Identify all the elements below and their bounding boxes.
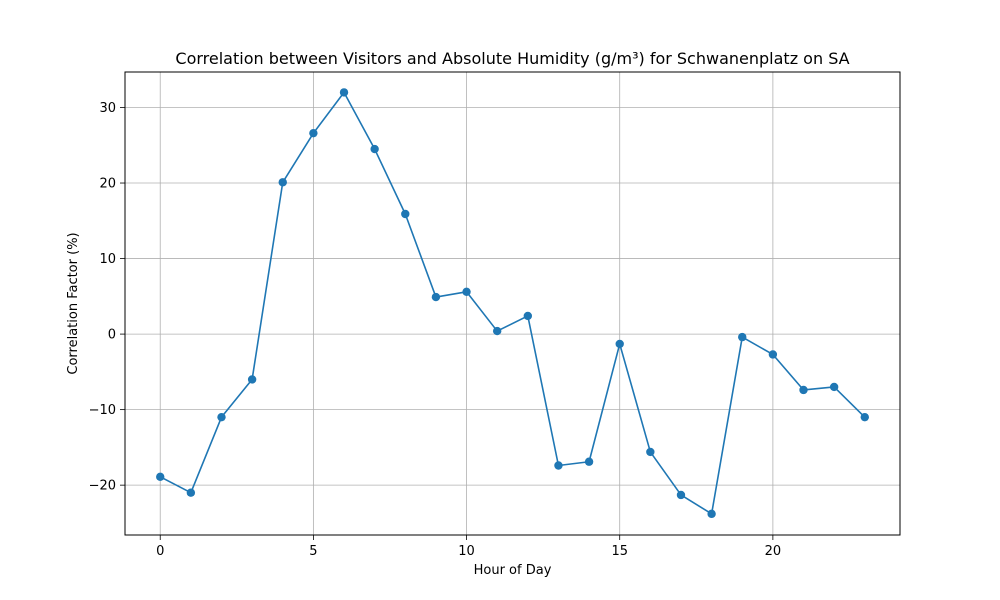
data-point xyxy=(676,490,686,500)
x-tick-label: 5 xyxy=(309,544,317,559)
data-point xyxy=(339,88,349,97)
x-tick-label: 0 xyxy=(156,544,164,559)
data-point xyxy=(860,412,869,422)
plot-frame xyxy=(124,71,901,536)
data-point xyxy=(707,509,716,519)
data-point xyxy=(829,382,839,392)
data-point xyxy=(646,447,655,457)
y-tick-label: 20 xyxy=(99,177,116,192)
data-point xyxy=(247,375,257,384)
data-point xyxy=(799,385,808,395)
x-tick-label: 15 xyxy=(611,544,628,559)
y-tick-label: 10 xyxy=(99,252,116,267)
data-point xyxy=(768,350,778,359)
y-tick-label: −20 xyxy=(89,479,116,494)
y-tick-label: 30 xyxy=(99,101,116,116)
data-point xyxy=(370,144,379,154)
y-tick-label: 0 xyxy=(108,328,116,343)
data-point xyxy=(492,326,502,336)
data-point xyxy=(584,457,594,466)
data-point xyxy=(217,412,226,422)
x-tick-label: 20 xyxy=(765,544,782,559)
data-point xyxy=(431,292,441,302)
data-point xyxy=(309,128,318,138)
x-axis-label: Hour of Day xyxy=(474,563,552,578)
y-axis-label: Correlation Factor (%) xyxy=(66,232,81,374)
data-point xyxy=(523,311,533,321)
data-point xyxy=(462,287,471,296)
data-point xyxy=(156,472,165,482)
series-layer xyxy=(156,88,869,519)
data-point xyxy=(738,332,747,342)
data-point xyxy=(186,488,196,497)
chart-title: Correlation between Visitors and Absolut… xyxy=(175,49,849,68)
data-point xyxy=(615,339,624,349)
y-tick-label: −10 xyxy=(89,403,116,418)
data-point xyxy=(401,209,410,219)
x-tick-label: 10 xyxy=(458,544,475,559)
data-point xyxy=(554,461,563,470)
data-point xyxy=(278,178,287,187)
series-line xyxy=(159,91,866,515)
tick-layer: 0 5 10 15 20 −20 −10 0 10 20 30 xyxy=(89,101,782,559)
grid-lines xyxy=(125,72,900,535)
